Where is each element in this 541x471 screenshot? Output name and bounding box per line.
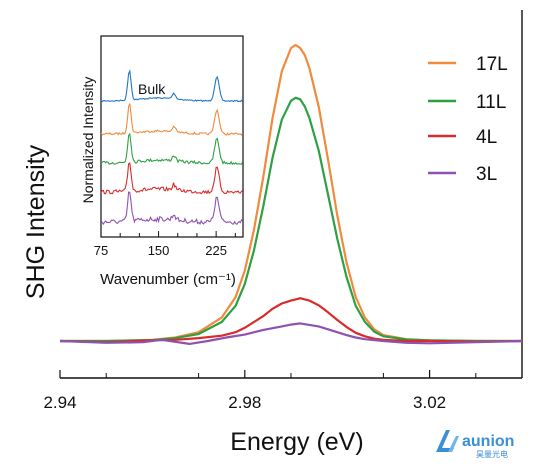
brand-text: aunion bbox=[462, 433, 514, 450]
series-line-17l bbox=[60, 43, 522, 343]
x-axis-label: Energy (eV) bbox=[230, 428, 363, 456]
series-line-4l bbox=[59, 297, 523, 344]
inset-annotation: Bulk bbox=[138, 81, 166, 97]
inset-spectrum-0 bbox=[100, 69, 243, 103]
y-axis-label: SHG Intensity bbox=[22, 144, 50, 299]
inset-x-tick-label: 75 bbox=[94, 243, 108, 258]
legend-label-3l: 3L bbox=[476, 164, 497, 185]
inset-y-axis-label: Normalized Intensity bbox=[80, 77, 96, 204]
inset-spectrum-3 bbox=[100, 161, 243, 195]
inset-x-tick-label: 225 bbox=[205, 243, 227, 258]
inset-frame bbox=[100, 35, 244, 238]
legend-label-11l: 11L bbox=[476, 92, 506, 113]
aunion-logo-icon: aunion 昊量光电 bbox=[436, 430, 514, 459]
x-tick-label: 2.94 bbox=[43, 393, 76, 412]
inset-plot: 75 150 225 Wavenumber (cm⁻¹) Normalized Inte… bbox=[80, 35, 244, 288]
legend: 17L 11L 4L 3L bbox=[428, 54, 508, 185]
x-tick-label: 2.98 bbox=[228, 393, 261, 412]
inset-x-axis-label: Wavenumber (cm⁻¹) bbox=[100, 271, 236, 288]
legend-label-17l: 17L bbox=[476, 54, 508, 75]
aunion-watermark: aunion 昊量光电 bbox=[432, 424, 536, 460]
main-plot: 2.94 2.98 3.02 Energy (eV) SHG Intensity bbox=[22, 10, 523, 456]
inset-spectrum-4 bbox=[100, 191, 243, 226]
inset-spectrum-1 bbox=[100, 103, 244, 136]
inset-spectrum-2 bbox=[100, 132, 244, 166]
brand-subtitle: 昊量光电 bbox=[476, 449, 508, 459]
series-line-3l bbox=[59, 322, 523, 345]
inset-x-tick-label: 150 bbox=[148, 243, 170, 258]
series-line-11l bbox=[60, 96, 522, 343]
legend-label-4l: 4L bbox=[476, 127, 497, 148]
x-tick-label: 3.02 bbox=[413, 393, 446, 412]
